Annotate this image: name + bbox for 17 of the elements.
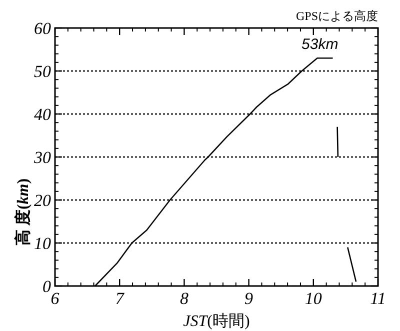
x-tick-label: 10: [304, 289, 322, 308]
x-tick-label: 11: [370, 289, 386, 308]
x-axis-title: JST(時間): [183, 312, 250, 330]
y-tick-label: 0: [42, 277, 52, 296]
y-tick-label: 40: [34, 105, 52, 124]
x-tick-label: 6: [50, 289, 60, 308]
annotation: 53km: [302, 36, 338, 54]
y-tick-label: 30: [33, 148, 52, 167]
y-tick-label: 20: [34, 191, 52, 210]
y-tick-label: 60: [34, 19, 52, 38]
x-tick-label: 7: [115, 289, 126, 308]
y-axis-title: 高 度(km): [13, 178, 32, 246]
y-tick-label: 50: [34, 62, 52, 81]
chart-title: GPSによる高度: [296, 9, 378, 23]
y-tick-label: 10: [34, 234, 52, 253]
x-tick-label: 9: [244, 289, 254, 308]
x-tick-label: 8: [180, 289, 189, 308]
